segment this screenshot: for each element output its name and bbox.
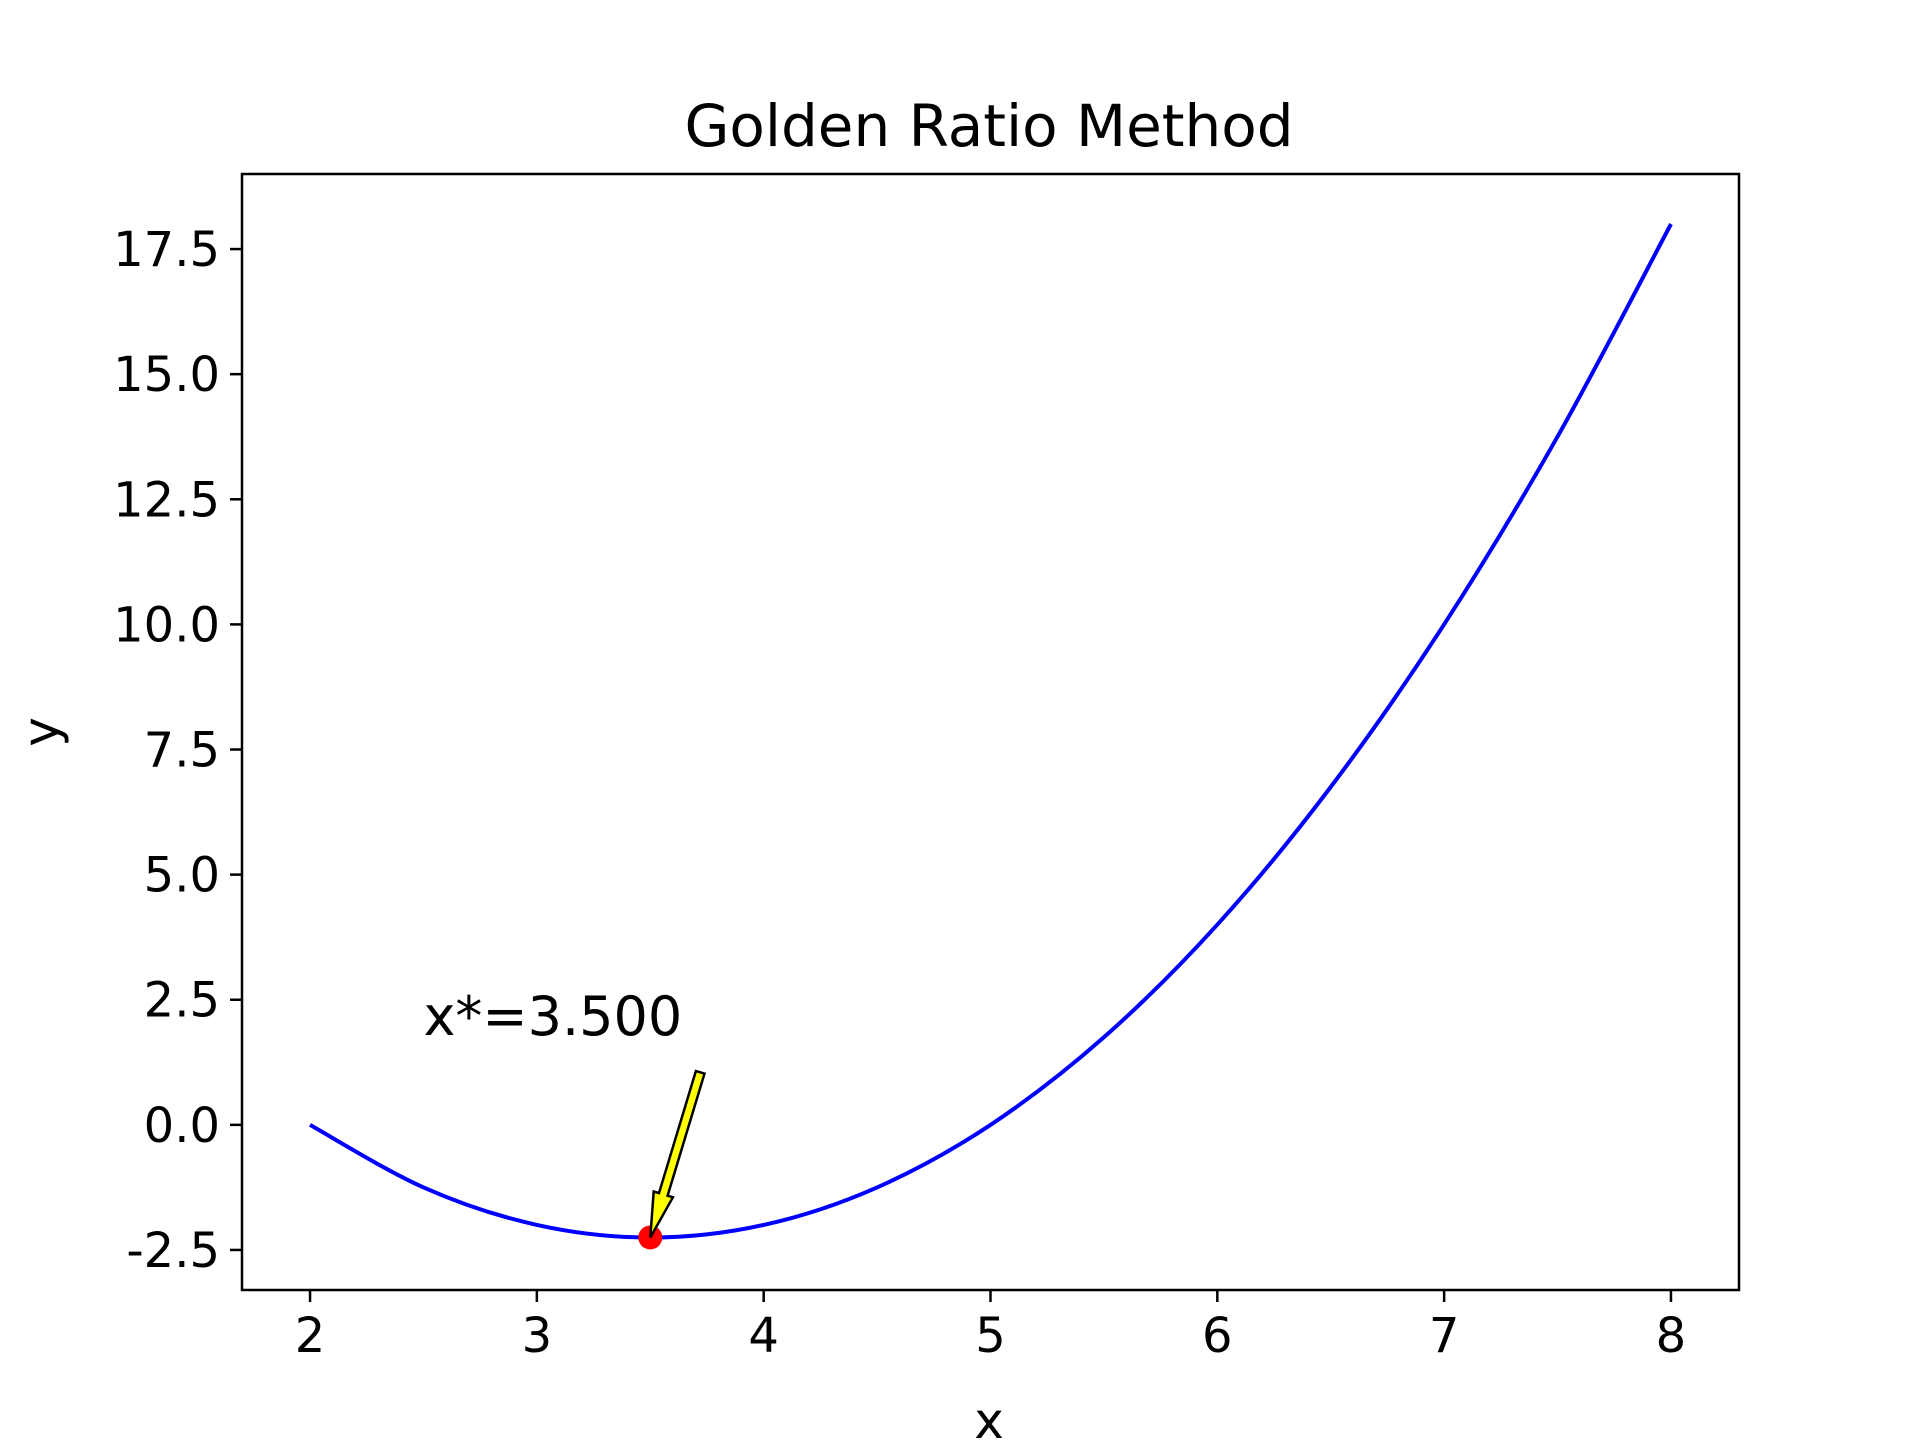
x-tick-label: 2 [295,1308,326,1364]
chart-title: Golden Ratio Method [684,92,1293,160]
y-axis-label: y [12,717,70,747]
x-tick-label: 4 [748,1308,779,1364]
x-tick-label: 5 [975,1308,1006,1364]
y-tick-label: 5.0 [144,848,220,904]
x-axis-label: x [974,1392,1004,1440]
y-tick-label: 17.5 [113,222,220,278]
y-tick-label: 10.0 [113,597,220,653]
y-tick-label: 12.5 [113,472,220,528]
x-tick-label: 3 [522,1308,553,1364]
annotation-arrow [649,1069,707,1239]
y-tick-label: 0.0 [144,1098,220,1154]
series-line [309,223,1673,1240]
y-axis: -2.5 0.0 2.5 5.0 7.5 10.0 12.5 15.0 17.5 [113,222,242,1279]
x-axis: 2 3 4 5 6 7 8 [295,1290,1686,1364]
y-tick-label: 2.5 [144,973,220,1029]
x-tick-label: 7 [1429,1308,1460,1364]
y-tick-label: 15.0 [113,347,220,403]
annotation-label: x*=3.500 [423,985,682,1048]
y-tick-label: -2.5 [126,1223,220,1279]
x-tick-label: 6 [1202,1308,1233,1364]
plot-area: x*=3.500 [309,223,1673,1250]
x-tick-label: 8 [1656,1308,1687,1364]
y-tick-label: 7.5 [144,723,220,779]
